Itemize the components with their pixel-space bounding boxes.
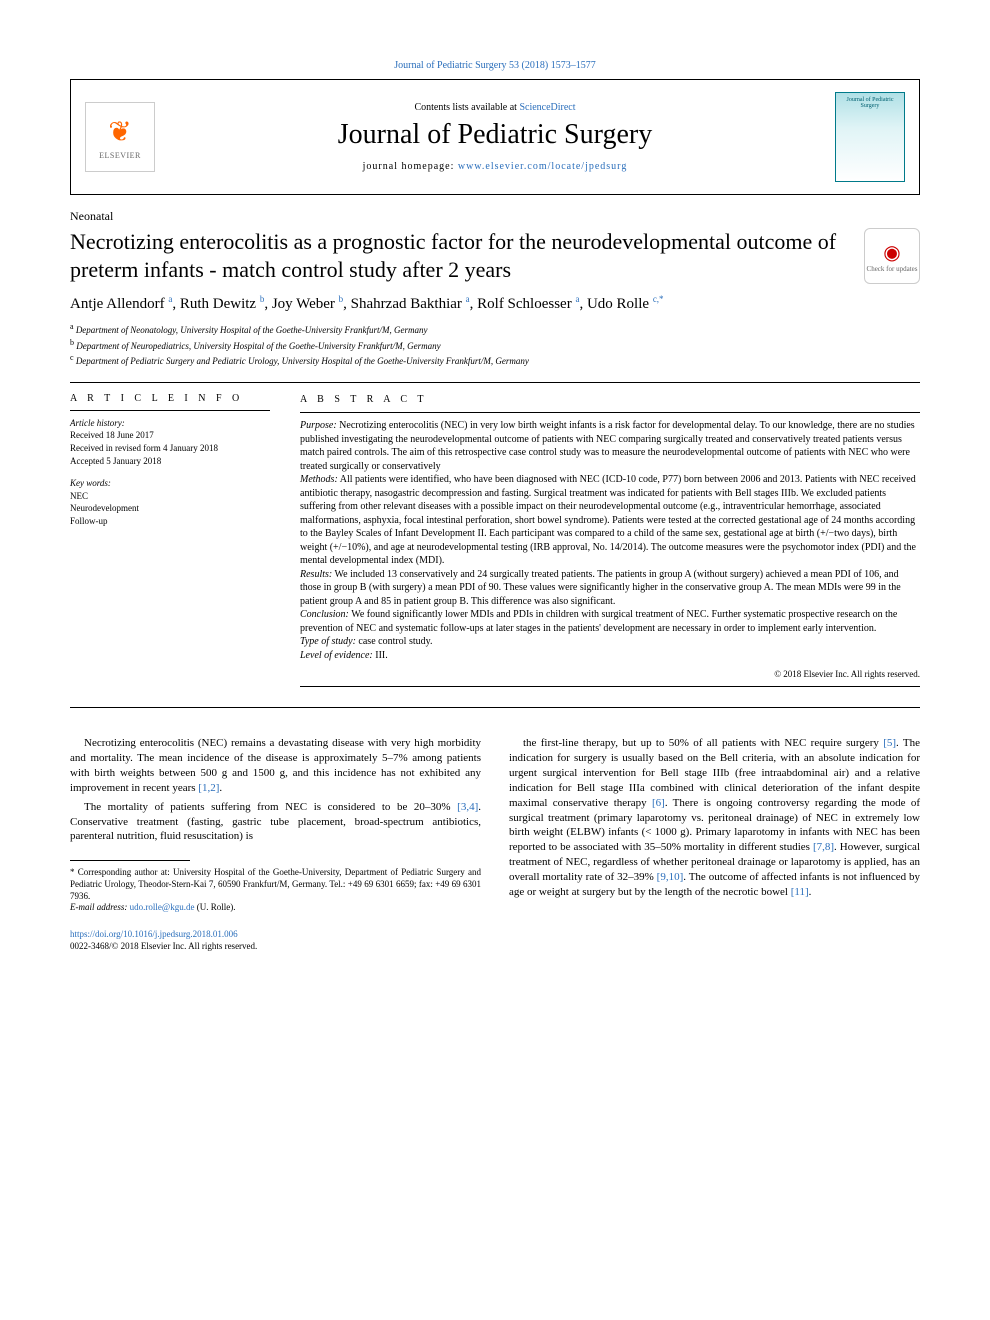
- body-column-right: the first-line therapy, but up to 50% of…: [509, 736, 920, 952]
- results-label: Results:: [300, 569, 332, 580]
- citation-header: Journal of Pediatric Surgery 53 (2018) 1…: [70, 60, 920, 71]
- corresponding-text: Corresponding author at: University Hosp…: [70, 867, 481, 900]
- header-center: Contents lists available at ScienceDirec…: [169, 102, 821, 172]
- email-link[interactable]: udo.rolle@kgu.de: [130, 902, 195, 912]
- conclusion-text: We found significantly lower MDIs and PD…: [300, 609, 897, 634]
- keywords-label: Key words:: [70, 478, 111, 488]
- doi-block: https://doi.org/10.1016/j.jpedsurg.2018.…: [70, 928, 481, 952]
- type-label: Type of study:: [300, 636, 356, 647]
- body-column-left: Necrotizing enterocolitis (NEC) remains …: [70, 736, 481, 952]
- elsevier-logo: ❦ ELSEVIER: [85, 102, 155, 172]
- purpose-label: Purpose:: [300, 420, 337, 431]
- crossmark-icon: ◉: [883, 240, 900, 265]
- homepage-link[interactable]: www.elsevier.com/locate/jpedsurg: [458, 161, 627, 172]
- abstract-text: Purpose: Necrotizing enterocolitis (NEC)…: [300, 419, 920, 662]
- methods-text: All patients were identified, who have b…: [300, 474, 916, 566]
- doi-link[interactable]: https://doi.org/10.1016/j.jpedsurg.2018.…: [70, 929, 238, 939]
- crossmark-label: Check for updates: [867, 265, 918, 273]
- contents-text: Contents lists available at: [414, 102, 519, 113]
- keywords-block: Key words: NECNeurodevelopmentFollow-up: [70, 477, 270, 527]
- history-label: Article history:: [70, 418, 125, 428]
- divider: [70, 382, 920, 383]
- level-text: III.: [375, 650, 388, 661]
- methods-label: Methods:: [300, 474, 338, 485]
- authors: Antje Allendorf a, Ruth Dewitz b, Joy We…: [70, 294, 920, 313]
- conclusion-label: Conclusion:: [300, 609, 349, 620]
- journal-header: ❦ ELSEVIER Contents lists available at S…: [70, 79, 920, 195]
- body-paragraph: The mortality of patients suffering from…: [70, 800, 481, 845]
- sciencedirect-link[interactable]: ScienceDirect: [519, 102, 575, 113]
- level-label: Level of evidence:: [300, 650, 373, 661]
- corresponding-marker: *: [70, 867, 75, 877]
- body-columns: Necrotizing enterocolitis (NEC) remains …: [70, 736, 920, 952]
- purpose-text: Necrotizing enterocolitis (NEC) in very …: [300, 420, 915, 472]
- divider: [70, 707, 920, 708]
- journal-name: Journal of Pediatric Surgery: [169, 119, 821, 151]
- crossmark-badge[interactable]: ◉ Check for updates: [864, 228, 920, 284]
- body-paragraph: the first-line therapy, but up to 50% of…: [509, 736, 920, 899]
- homepage-line: journal homepage: www.elsevier.com/locat…: [169, 161, 821, 172]
- footnote-rule: [70, 860, 190, 861]
- homepage-label: journal homepage:: [363, 161, 458, 172]
- section-label: Neonatal: [70, 209, 920, 224]
- elsevier-label: ELSEVIER: [99, 151, 141, 160]
- article-history: Article history: Received 18 June 2017Re…: [70, 417, 270, 467]
- issn-line: 0022-3468/© 2018 Elsevier Inc. All right…: [70, 941, 257, 951]
- abstract-heading: A B S T R A C T: [300, 393, 920, 407]
- article-info-column: A R T I C L E I N F O Article history: R…: [70, 393, 270, 694]
- type-text: case control study.: [358, 636, 432, 647]
- article-title: Necrotizing enterocolitis as a prognosti…: [70, 228, 844, 283]
- contents-line: Contents lists available at ScienceDirec…: [169, 102, 821, 113]
- abstract-column: A B S T R A C T Purpose: Necrotizing ent…: [300, 393, 920, 694]
- elsevier-tree-icon: ❦: [108, 115, 131, 149]
- affiliations: a Department of Neonatology, University …: [70, 321, 920, 368]
- body-paragraph: Necrotizing enterocolitis (NEC) remains …: [70, 736, 481, 795]
- article-info-heading: A R T I C L E I N F O: [70, 393, 270, 404]
- results-text: We included 13 conservatively and 24 sur…: [300, 569, 901, 607]
- abstract-copyright: © 2018 Elsevier Inc. All rights reserved…: [300, 668, 920, 680]
- email-attrib: (U. Rolle).: [197, 902, 236, 912]
- citation-link[interactable]: Journal of Pediatric Surgery 53 (2018) 1…: [394, 60, 595, 71]
- email-label: E-mail address:: [70, 902, 127, 912]
- journal-cover-thumb: Journal of Pediatric Surgery: [835, 92, 905, 182]
- footnotes: * Corresponding author at: University Ho…: [70, 867, 481, 914]
